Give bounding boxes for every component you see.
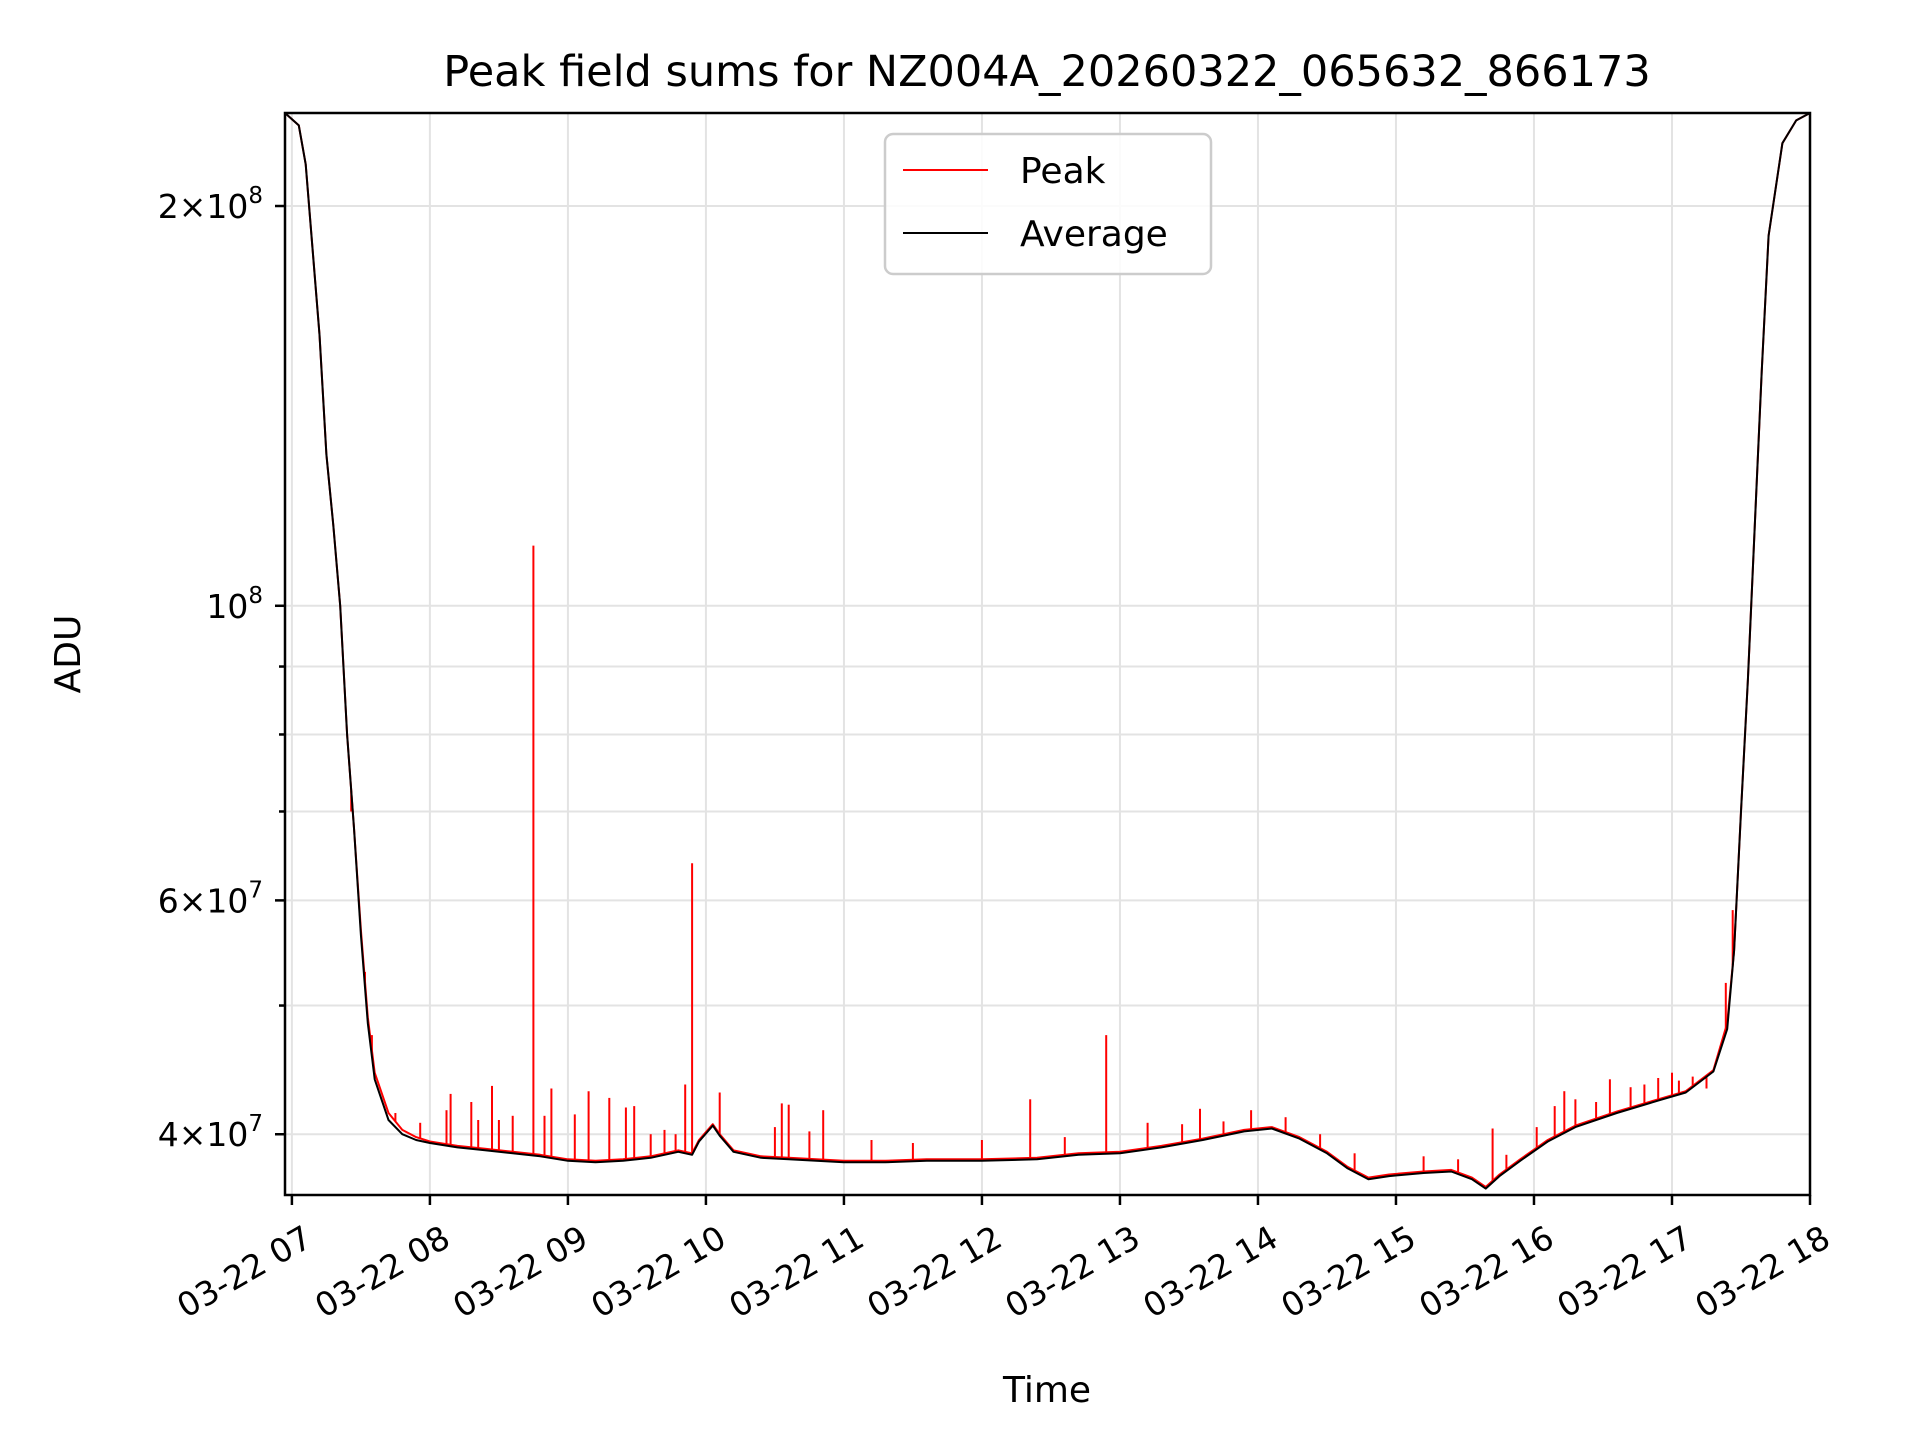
y-tick-label: 4×107 [158,1111,263,1154]
legend-label-peak: Peak [1020,151,1106,192]
peak-series-line [284,112,1811,1188]
legend-label-average: Average [1020,214,1168,255]
x-axis-label: Time [1002,1370,1091,1411]
legend: Peak Average [883,132,1213,276]
average-series-line [284,112,1811,1190]
y-tick-label: 6×107 [158,877,263,920]
plot-series [284,112,1811,1190]
y-tick-label: 2×108 [158,183,263,226]
grid [285,113,1811,1195]
y-axis-label: ADU [48,615,89,694]
plot-frame [283,111,1812,1197]
chart-title: Peak field sums for NZ004A_20260322_0656… [443,47,1650,97]
